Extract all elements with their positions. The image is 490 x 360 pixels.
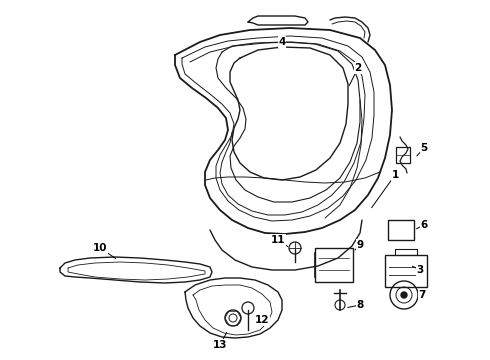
Text: 3: 3	[416, 265, 424, 275]
FancyBboxPatch shape	[315, 248, 353, 282]
FancyBboxPatch shape	[385, 255, 427, 287]
Text: 6: 6	[420, 220, 428, 230]
Text: 4: 4	[278, 37, 286, 47]
Text: 7: 7	[418, 290, 426, 300]
Text: 13: 13	[213, 340, 227, 350]
FancyBboxPatch shape	[396, 147, 410, 163]
Text: 9: 9	[356, 240, 364, 250]
Text: 1: 1	[392, 170, 399, 180]
Text: 12: 12	[255, 315, 269, 325]
Text: 11: 11	[271, 235, 285, 245]
Circle shape	[401, 292, 407, 298]
Text: 5: 5	[420, 143, 428, 153]
Text: 8: 8	[356, 300, 364, 310]
Text: 2: 2	[354, 63, 362, 73]
FancyBboxPatch shape	[388, 220, 414, 240]
Text: 10: 10	[93, 243, 107, 253]
